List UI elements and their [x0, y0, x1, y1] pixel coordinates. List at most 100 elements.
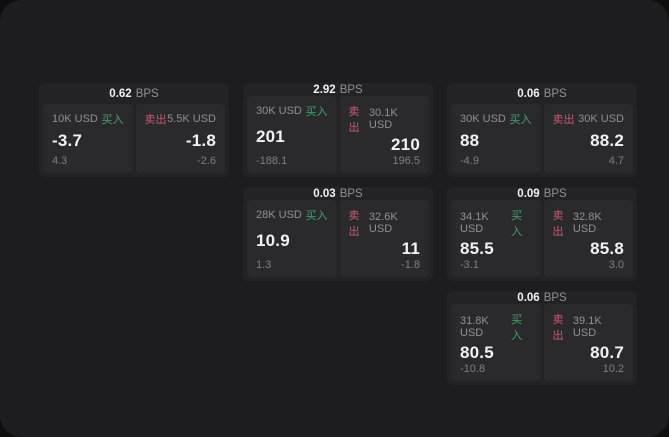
- sell-price: 80.7: [590, 343, 624, 362]
- buy-label: 买入: [305, 210, 328, 222]
- sell-panel[interactable]: 卖出 30.1K USD 210 196.5: [339, 96, 429, 173]
- sell-size: 5.5K USD: [167, 113, 216, 125]
- sell-delta: -2.6: [197, 155, 216, 167]
- sell-panel-top: 卖出 30K USD: [553, 111, 625, 127]
- buy-size: 30K USD: [460, 113, 506, 125]
- buy-panel-top: 28K USD 买入: [256, 207, 328, 223]
- quote-panels: 10K USD 买入 -3.7 4.3 卖出 5.5K USD -1.8 -2.…: [43, 104, 225, 173]
- buy-panel[interactable]: 31.8K USD 买入 80.5 -10.8: [451, 304, 541, 381]
- quote-card-header: 0.06 BPS: [451, 83, 633, 104]
- sell-label: 卖出: [144, 114, 167, 126]
- sell-delta: 4.7: [608, 155, 624, 167]
- sell-panel[interactable]: 卖出 32.6K USD 11 -1.8: [339, 200, 429, 277]
- sell-delta: 10.2: [602, 363, 624, 375]
- quote-card-header: 0.09 BPS: [451, 187, 633, 200]
- sell-panel[interactable]: 卖出 32.8K USD 85.8 3.0: [543, 200, 633, 277]
- buy-label: 买入: [101, 114, 124, 126]
- buy-panel-top: 30K USD 买入: [256, 103, 328, 119]
- buy-delta: -3.1: [460, 259, 479, 271]
- buy-size: 31.8K USD: [460, 315, 489, 339]
- buy-label: 买入: [305, 106, 328, 118]
- quote-card-header: 2.92 BPS: [247, 83, 429, 96]
- buy-price: 88: [460, 131, 480, 150]
- buy-panel[interactable]: 30K USD 买入 201 -188.1: [247, 96, 337, 173]
- spread-value: 2.92: [313, 83, 336, 96]
- sell-delta: 3.0: [608, 259, 624, 271]
- buy-delta: -10.8: [460, 363, 486, 375]
- spread-unit: BPS: [543, 87, 567, 100]
- buy-panel-top: 10K USD 买入: [52, 111, 124, 127]
- quote-card-header: 0.06 BPS: [451, 291, 633, 304]
- sell-price: 11: [401, 239, 420, 258]
- quote-card: 0.62 BPS 10K USD 买入 -3.7 4.3 卖出 5.5K USD…: [39, 83, 229, 177]
- sell-panel-top: 卖出 5.5K USD: [145, 111, 217, 127]
- buy-delta: -188.1: [256, 155, 288, 167]
- spread-unit: BPS: [135, 87, 159, 100]
- sell-panel[interactable]: 卖出 5.5K USD -1.8 -2.6: [135, 104, 225, 173]
- quote-card-header: 0.03 BPS: [247, 187, 429, 200]
- sell-panel-top: 卖出 30.1K USD: [349, 103, 421, 135]
- buy-size: 28K USD: [256, 209, 302, 221]
- buy-delta: -4.9: [460, 155, 479, 167]
- sell-size: 32.8K USD: [572, 211, 602, 235]
- buy-size: 30K USD: [256, 105, 302, 117]
- spread-value: 0.06: [517, 291, 540, 304]
- sell-size: 39.1K USD: [572, 315, 602, 339]
- buy-size: 10K USD: [52, 113, 98, 125]
- buy-price: 10.9: [256, 231, 290, 250]
- spread-unit: BPS: [339, 83, 363, 96]
- buy-label: 买入: [509, 114, 532, 126]
- buy-price: -3.7: [52, 131, 83, 150]
- quote-card: 0.03 BPS 28K USD 买入 10.9 1.3 卖出 32.6K US…: [243, 187, 433, 281]
- buy-price: 201: [256, 127, 285, 146]
- buy-delta: 4.3: [52, 155, 68, 167]
- sell-label: 卖出: [552, 314, 564, 342]
- buy-delta: 1.3: [256, 259, 272, 271]
- sell-label: 卖出: [348, 106, 360, 134]
- spread-unit: BPS: [543, 291, 567, 304]
- spread-unit: BPS: [339, 187, 363, 200]
- sell-label: 卖出: [552, 210, 564, 238]
- spread-value: 0.06: [517, 87, 540, 100]
- quote-panels: 30K USD 买入 201 -188.1 卖出 30.1K USD 210 1…: [247, 96, 429, 173]
- buy-price: 80.5: [460, 343, 494, 362]
- sell-delta: -1.8: [401, 259, 420, 271]
- spread-value: 0.09: [517, 187, 540, 200]
- buy-label: 买入: [511, 210, 523, 238]
- buy-panel[interactable]: 34.1K USD 买入 85.5 -3.1: [451, 200, 541, 277]
- buy-panel[interactable]: 30K USD 买入 88 -4.9: [451, 104, 541, 173]
- buy-panel[interactable]: 10K USD 买入 -3.7 4.3: [43, 104, 133, 173]
- sell-size: 30.1K USD: [368, 107, 398, 131]
- sell-size: 32.6K USD: [368, 211, 398, 235]
- quote-card-header: 0.62 BPS: [43, 83, 225, 104]
- sell-label: 卖出: [552, 114, 575, 126]
- quote-panels: 34.1K USD 买入 85.5 -3.1 卖出 32.8K USD 85.8…: [451, 200, 633, 277]
- sell-panel-top: 卖出 39.1K USD: [553, 311, 625, 343]
- quote-card: 0.06 BPS 31.8K USD 买入 80.5 -10.8 卖出 39.1…: [447, 291, 637, 385]
- quote-panels: 28K USD 买入 10.9 1.3 卖出 32.6K USD 11 -1.8: [247, 200, 429, 277]
- spread-value: 0.62: [109, 87, 132, 100]
- buy-panel-top: 34.1K USD 买入: [460, 207, 532, 239]
- buy-size: 34.1K USD: [460, 211, 489, 235]
- quote-card: 0.09 BPS 34.1K USD 买入 85.5 -3.1 卖出 32.8K…: [447, 187, 637, 281]
- sell-label: 卖出: [348, 210, 360, 238]
- buy-panel[interactable]: 28K USD 买入 10.9 1.3: [247, 200, 337, 277]
- sell-size: 30K USD: [578, 113, 624, 125]
- spread-value: 0.03: [313, 187, 336, 200]
- quote-panels: 30K USD 买入 88 -4.9 卖出 30K USD 88.2 4.7: [451, 104, 633, 173]
- quote-card: 0.06 BPS 30K USD 买入 88 -4.9 卖出 30K USD 8…: [447, 83, 637, 177]
- sell-panel-top: 卖出 32.6K USD: [349, 207, 421, 239]
- sell-price: 210: [391, 135, 420, 154]
- sell-panel[interactable]: 卖出 30K USD 88.2 4.7: [543, 104, 633, 173]
- cards-grid: 0.62 BPS 10K USD 买入 -3.7 4.3 卖出 5.5K USD…: [39, 83, 637, 385]
- sell-price: 85.8: [590, 239, 624, 258]
- buy-label: 买入: [511, 314, 523, 342]
- spread-unit: BPS: [543, 187, 567, 200]
- sell-panel[interactable]: 卖出 39.1K USD 80.7 10.2: [543, 304, 633, 381]
- buy-panel-top: 31.8K USD 买入: [460, 311, 532, 343]
- sell-panel-top: 卖出 32.8K USD: [553, 207, 625, 239]
- buy-price: 85.5: [460, 239, 494, 258]
- buy-panel-top: 30K USD 买入: [460, 111, 532, 127]
- quote-panels: 31.8K USD 买入 80.5 -10.8 卖出 39.1K USD 80.…: [451, 304, 633, 381]
